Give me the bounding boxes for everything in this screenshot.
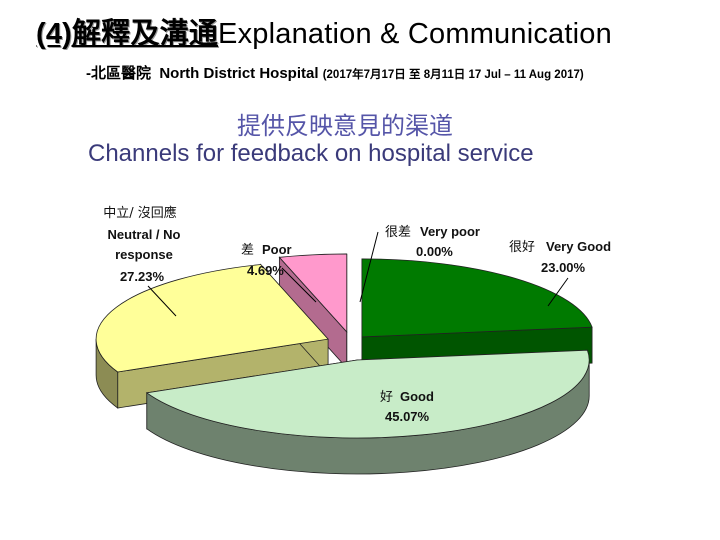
- label-very-good-zh: 很好: [509, 240, 535, 255]
- title-zh: (4)解釋及溝通: [36, 18, 219, 50]
- label-neutral-zh: 中立/ 沒回應: [103, 205, 177, 221]
- slice-poor: [278, 253, 348, 333]
- slice-label-very-poor: 很差 Very poor 0.00%: [385, 224, 480, 259]
- label-very-poor-en: Very poor: [420, 224, 480, 239]
- subtitle-dates: (2017年7月17日 至 8月11日 17 Jul – 11 Aug 2017…: [322, 69, 584, 81]
- slice-label-poor: 差 Poor 4.69%: [241, 242, 292, 278]
- subtitle-hospital: North District Hospital: [159, 65, 319, 82]
- label-very-good-value: 23.00%: [541, 260, 586, 275]
- slice-label-good: 好 Good 45.07%: [380, 389, 434, 424]
- label-good-zh: 好: [380, 390, 393, 405]
- label-neutral-en-2: response: [115, 247, 173, 262]
- leader-lines: [147, 231, 569, 317]
- subtitle-prefix: -北區醫院: [86, 65, 151, 82]
- label-poor-value: 4.69%: [247, 263, 284, 278]
- page-title: (4)解釋及溝通Explanation & Communication: [36, 10, 612, 52]
- leader-line-neutral: [147, 285, 177, 317]
- label-very-poor-zh: 很差: [385, 225, 411, 240]
- slice-label-very-good: 很好 Very Good 23.00%: [509, 239, 611, 275]
- label-neutral-value: 27.23%: [120, 269, 165, 284]
- label-very-poor-value: 0.00%: [416, 244, 453, 259]
- leader-line-poor: [281, 267, 317, 303]
- label-very-good-en: Very Good: [546, 239, 611, 254]
- slice-very-good: [361, 258, 593, 338]
- slice-good: [145, 349, 590, 439]
- title-en: Explanation & Communication: [218, 18, 612, 50]
- leader-line-very-poor: [359, 231, 379, 303]
- slice-label-neutral: 中立/ 沒回應 Neutral / No response 27.23%: [103, 205, 180, 284]
- label-poor-zh: 差: [241, 243, 254, 258]
- chart-title: 提供反映意見的渠道: [237, 112, 453, 140]
- label-poor-en: Poor: [262, 242, 292, 257]
- chart-subtitle: Channels for feedback on hospital servic…: [88, 140, 534, 167]
- leader-line-very-good: [547, 277, 569, 307]
- page-subtitle: -北區醫院 North District Hospital (2017年7月17…: [86, 62, 584, 83]
- label-good-en: Good: [400, 389, 434, 404]
- label-good-value: 45.07%: [385, 409, 430, 424]
- pie-slices: [95, 253, 593, 475]
- label-neutral-en-1: Neutral / No: [108, 227, 181, 242]
- slice-neutral-no-response: [95, 264, 329, 373]
